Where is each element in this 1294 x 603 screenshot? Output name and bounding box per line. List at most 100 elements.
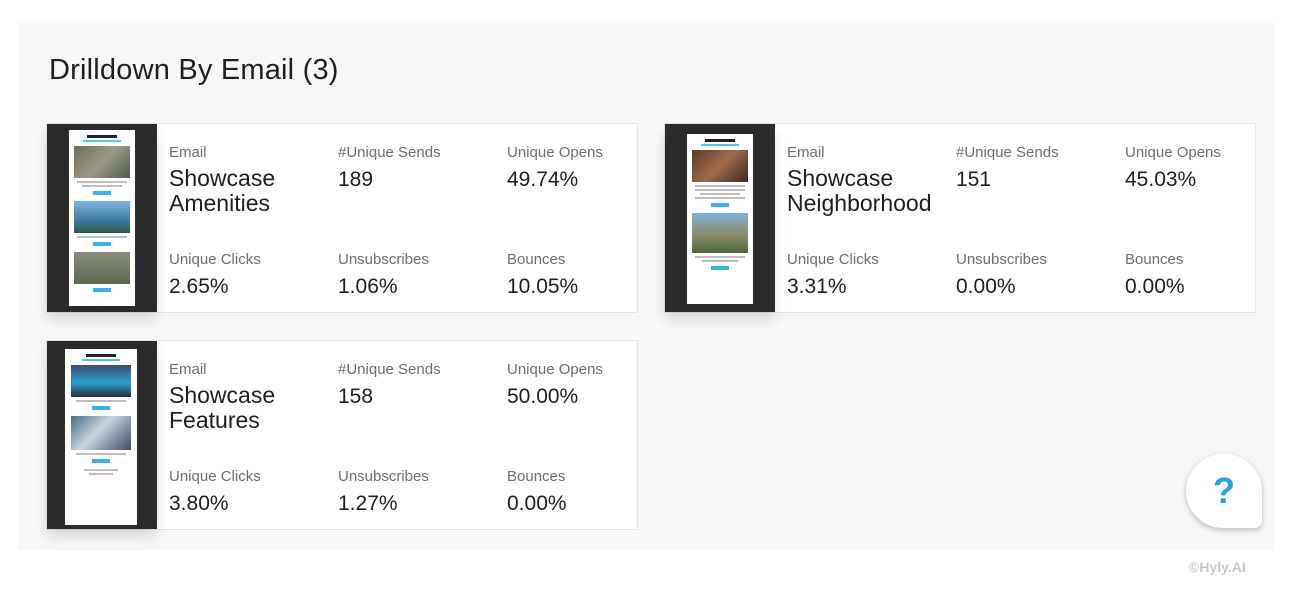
- unique-clicks-label: Unique Clicks: [169, 468, 261, 485]
- unique-opens-cell: Unique Opens 50.00%: [507, 361, 603, 409]
- unique-opens-value: 45.03%: [1125, 168, 1197, 191]
- thumb-cta-bar: [93, 191, 111, 195]
- email-thumbnail-frame[interactable]: [665, 124, 775, 312]
- thumb-photo: [74, 146, 130, 178]
- unique-clicks-value: 3.31%: [787, 275, 847, 298]
- unique-clicks-cell: Unique Clicks 2.65%: [169, 251, 261, 299]
- thumb-text-line: [84, 469, 118, 471]
- bounces-label: Bounces: [1125, 251, 1184, 268]
- unsubscribes-value: 1.27%: [338, 492, 398, 515]
- unique-clicks-label: Unique Clicks: [787, 251, 879, 268]
- unsubscribes-cell: Unsubscribes 1.27%: [338, 468, 429, 516]
- unique-sends-cell: #Unique Sends 158: [338, 361, 441, 409]
- email-label: Email: [169, 144, 207, 161]
- thumb-cta-bar: [93, 242, 111, 246]
- unsubscribes-label: Unsubscribes: [338, 251, 429, 268]
- unsubscribes-value: 1.06%: [338, 275, 398, 298]
- thumb-photo: [74, 252, 130, 284]
- unique-clicks-value: 3.80%: [169, 492, 229, 515]
- help-button[interactable]: ?: [1186, 454, 1262, 528]
- thumb-text-line: [695, 189, 745, 191]
- bounces-label: Bounces: [507, 251, 566, 268]
- thumb-text-line: [702, 260, 738, 262]
- unique-opens-cell: Unique Opens 49.74%: [507, 144, 603, 192]
- unique-opens-value: 49.74%: [507, 168, 579, 191]
- email-thumbnail-frame[interactable]: [47, 341, 157, 529]
- thumb-cta-bar: [711, 266, 729, 270]
- unique-opens-cell: Unique Opens 45.03%: [1125, 144, 1221, 192]
- email-card-amenities[interactable]: Email Showcase Amenities #Unique Sends 1…: [46, 123, 638, 313]
- thumb-cta-bar: [92, 459, 110, 463]
- thumb-tagline-bar: [82, 359, 120, 361]
- unique-sends-value: 151: [956, 168, 992, 191]
- unique-opens-value: 50.00%: [507, 385, 579, 408]
- section-title: Drilldown By Email (3): [49, 54, 339, 86]
- unique-opens-label: Unique Opens: [507, 361, 603, 378]
- thumb-text-line: [77, 236, 127, 238]
- copyright-text: ©Hyly.AI: [1189, 559, 1246, 575]
- thumb-cta-bar: [92, 406, 110, 410]
- email-name-line-1: Showcase: [787, 165, 894, 191]
- thumb-brand-bar: [87, 135, 117, 138]
- thumb-text-line: [695, 185, 745, 187]
- email-name-line-1: Showcase: [169, 165, 276, 191]
- email-name-cell: Email Showcase Neighborhood: [787, 144, 932, 216]
- question-mark-icon: ?: [1213, 470, 1235, 511]
- email-thumbnail-frame[interactable]: [47, 124, 157, 312]
- thumb-text-line: [89, 473, 113, 475]
- thumb-photo: [692, 213, 748, 253]
- thumb-photo: [692, 150, 748, 182]
- email-name-line-2: Neighborhood: [787, 190, 932, 216]
- thumb-text-line: [76, 453, 126, 455]
- thumb-text-line: [77, 181, 127, 183]
- thumb-tagline-bar: [701, 144, 739, 146]
- email-thumbnail-preview: [69, 130, 135, 306]
- thumb-cta-bar: [93, 288, 111, 292]
- email-card-neighborhood[interactable]: Email Showcase Neighborhood #Unique Send…: [664, 123, 1256, 313]
- bounces-value: 0.00%: [507, 492, 567, 515]
- thumb-brand-bar: [705, 139, 735, 142]
- thumb-cta-bar: [711, 203, 729, 207]
- email-thumbnail-preview: [65, 349, 137, 525]
- thumb-text-line: [695, 197, 745, 199]
- thumb-text-line: [695, 256, 745, 258]
- email-card-features[interactable]: Email Showcase Features #Unique Sends 15…: [46, 340, 638, 530]
- unique-sends-value: 158: [338, 385, 374, 408]
- thumb-text-line: [76, 400, 126, 402]
- thumb-text-line: [82, 185, 122, 187]
- email-name-line-1: Showcase: [169, 382, 276, 408]
- unsubscribes-value: 0.00%: [956, 275, 1016, 298]
- unique-sends-value: 189: [338, 168, 374, 191]
- email-label: Email: [787, 144, 825, 161]
- bounces-label: Bounces: [507, 468, 566, 485]
- email-label: Email: [169, 361, 207, 378]
- thumb-photo: [71, 416, 131, 450]
- unique-clicks-label: Unique Clicks: [169, 251, 261, 268]
- unique-clicks-value: 2.65%: [169, 275, 229, 298]
- unsubscribes-label: Unsubscribes: [956, 251, 1047, 268]
- unsubscribes-label: Unsubscribes: [338, 468, 429, 485]
- bounces-cell: Bounces 10.05%: [507, 251, 578, 299]
- bounces-cell: Bounces 0.00%: [1125, 251, 1185, 299]
- thumb-tagline-bar: [83, 140, 121, 142]
- drilldown-panel: Drilldown By Email (3) Email Showcase Am…: [18, 22, 1274, 550]
- unique-sends-label: #Unique Sends: [956, 144, 1059, 161]
- email-thumbnail-preview: [687, 134, 753, 304]
- thumb-text-line: [700, 193, 740, 195]
- unique-opens-label: Unique Opens: [1125, 144, 1221, 161]
- unique-opens-label: Unique Opens: [507, 144, 603, 161]
- email-name-line-2: Features: [169, 407, 260, 433]
- unique-sends-label: #Unique Sends: [338, 361, 441, 378]
- unique-clicks-cell: Unique Clicks 3.31%: [787, 251, 879, 299]
- email-name-line-2: Amenities: [169, 190, 270, 216]
- unique-sends-cell: #Unique Sends 189: [338, 144, 441, 192]
- unique-sends-label: #Unique Sends: [338, 144, 441, 161]
- bounces-cell: Bounces 0.00%: [507, 468, 567, 516]
- unsubscribes-cell: Unsubscribes 0.00%: [956, 251, 1047, 299]
- email-name-cell: Email Showcase Features: [169, 361, 275, 433]
- thumb-photo: [74, 201, 130, 233]
- thumb-photo: [71, 365, 131, 397]
- email-name-cell: Email Showcase Amenities: [169, 144, 275, 216]
- bounces-value: 0.00%: [1125, 275, 1185, 298]
- unique-clicks-cell: Unique Clicks 3.80%: [169, 468, 261, 516]
